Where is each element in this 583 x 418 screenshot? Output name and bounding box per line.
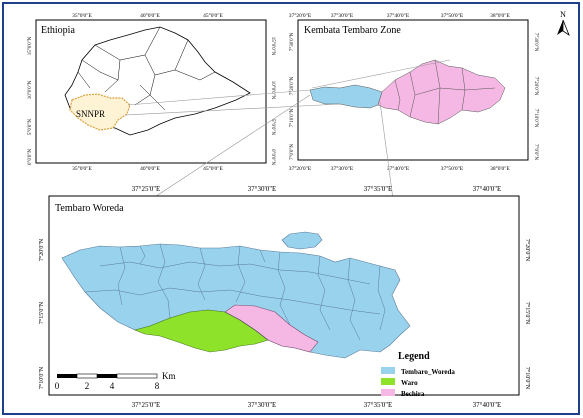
outer-frame [2, 2, 580, 415]
zone-title: Kembata Tembaro Zone [304, 25, 401, 36]
tick-label: 37°50'0"E [441, 165, 464, 172]
tick-label: 0°0'0"N [270, 149, 275, 165]
tick-label: 7°0'0"N [533, 144, 538, 160]
tick-label: 38°0'0"E [490, 12, 510, 19]
ethiopia-left-ticks: 15°0'0"N 10°0'0"N 5°0'0"N 0°0'0"N [28, 36, 33, 165]
ethiopia-right-ticks: 15°0'0"N 10°0'0"N 5°0'0"N 0°0'0"N [270, 37, 275, 166]
tick-label: 7°20'0"N [524, 239, 531, 262]
legend-label: Bechira [401, 390, 425, 398]
zone-top-ticks: 37°20'0"E 37°30'0"E 37°40'0"E 37°50'0"E … [289, 12, 511, 19]
tick-label: 35°0'0"E [72, 165, 92, 172]
tick-label: 0°0'0"N [28, 149, 33, 165]
tick-label: 40°0'0"E [140, 12, 160, 19]
legend-label: Tembaro_Woreda [401, 368, 455, 376]
legend: Legend Tembaro_Woreda Waro Bechira [381, 351, 455, 398]
scale-unit: Km [162, 371, 176, 381]
zone-bottom-ticks: 37°20'0"E 37°30'0"E 37°40'0"E 37°50'0"E … [289, 165, 511, 172]
tick-label: 15°0'0"N [28, 36, 33, 55]
main-left-ticks: 7°20'0"N 7°15'0"N 7°10'0"N [38, 238, 45, 389]
tick-label: 37°40'0"E [473, 185, 502, 193]
tick-label: 15°0'0"N [270, 37, 275, 56]
north-arrow-label: N [560, 10, 566, 19]
tick-label: 37°40'0"E [473, 401, 502, 409]
tick-label: 10°0'0"N [28, 80, 33, 99]
waro-area [134, 309, 269, 353]
snnpr-label: SNNPR [76, 109, 105, 119]
scale-label: 8 [155, 381, 160, 391]
snnpr-region [69, 93, 131, 131]
legend-swatch-bechira [381, 389, 395, 396]
inset-zone: Kembata Tembaro Zone 37°20'0"E 37°30'0"E… [289, 12, 538, 172]
ethiopia-bottom-ticks: 35°0'0"E 40°0'0"E 45°0'0"E [72, 165, 223, 172]
main-right-ticks: 7°20'0"N 7°15'0"N 7°10'0"N [524, 239, 531, 390]
main-top-ticks: 37°25'0"E 37°30'0"E 37°35'0"E 37°40'0"E [132, 185, 502, 193]
zone-right-ticks: 7°30'0"N 7°20'0"N 7°10'0"N 7°0'0"N [533, 33, 538, 161]
ethiopia-top-ticks: 35°0'0"E 40°0'0"E 45°0'0"E [72, 12, 223, 19]
tick-label: 7°10'0"N [524, 367, 531, 390]
tick-label: 7°20'0"N [533, 77, 538, 96]
tick-label: 37°25'0"E [132, 185, 161, 193]
tick-label: 37°40'0"E [387, 165, 410, 172]
tick-label: 7°20'0"N [38, 238, 45, 261]
tick-label: 5°0'0"N [28, 119, 33, 135]
main-bottom-ticks: 37°25'0"E 37°30'0"E 37°35'0"E 37°40'0"E [132, 401, 502, 409]
tick-label: 37°35'0"E [364, 185, 393, 193]
tick-label: 37°30'0"E [331, 165, 354, 172]
tick-label: 40°0'0"E [140, 165, 160, 172]
tick-label: 35°0'0"E [72, 12, 92, 19]
legend-title: Legend [398, 351, 430, 362]
tick-label: 5°0'0"N [270, 119, 275, 135]
kebele-boundaries [84, 243, 386, 341]
tick-label: 45°0'0"E [203, 165, 223, 172]
legend-label: Waro [401, 379, 418, 387]
tick-label: 37°30'0"E [248, 185, 277, 193]
tick-label: 37°20'0"E [289, 12, 312, 19]
tick-label: 7°30'0"N [533, 33, 538, 52]
zone-district-boundaries [394, 59, 496, 125]
ethiopia-title: Ethiopia [41, 25, 75, 36]
tick-label: 7°30'0"N [290, 32, 295, 51]
tick-label: 7°10'0"N [533, 109, 538, 128]
tick-label: 37°40'0"E [387, 12, 410, 19]
tick-label: 37°50'0"E [441, 12, 464, 19]
scale-bar: 0 2 4 8 Km [55, 371, 176, 391]
tick-label: 37°30'0"E [248, 401, 277, 409]
tembaro-island [281, 231, 323, 250]
scale-label: 2 [85, 381, 90, 391]
main-map: Tembaro Woreda 37°25'0"E 37°30'0"E 37°35… [38, 185, 531, 409]
tick-label: 38°0'0"E [490, 165, 510, 172]
scale-label: 4 [110, 381, 115, 391]
tick-label: 37°30'0"E [331, 12, 354, 19]
tick-label: 7°15'0"N [38, 301, 45, 324]
waro-bechira-boundary [224, 311, 269, 341]
tick-label: 10°0'0"N [270, 81, 275, 100]
tick-label: 7°15'0"N [524, 302, 531, 325]
tick-label: 7°0'0"N [290, 144, 295, 160]
inset-ethiopia: Ethiopia 35°0'0"E 40°0'0"E 45°0'0"E 35°0… [28, 12, 275, 172]
tick-label: 45°0'0"E [203, 12, 223, 19]
ethiopia-region-boundaries [77, 26, 216, 111]
zone-pink-area [377, 59, 506, 125]
legend-swatch-waro [381, 378, 395, 385]
north-arrow-icon: N [557, 10, 570, 37]
zone-left-ticks: 7°30'0"N 7°20'0"N 7°10'0"N 7°0'0"N [290, 32, 295, 160]
main-title: Tembaro Woreda [55, 203, 124, 214]
tick-label: 37°35'0"E [364, 401, 393, 409]
tick-label: 7°10'0"N [290, 108, 295, 127]
legend-swatch-tembaro [381, 367, 395, 374]
tick-label: 7°10'0"N [38, 366, 45, 389]
tick-label: 37°25'0"E [132, 401, 161, 409]
tick-label: 37°20'0"E [289, 165, 312, 172]
tick-label: 7°20'0"N [290, 76, 295, 95]
scale-label: 0 [55, 381, 60, 391]
